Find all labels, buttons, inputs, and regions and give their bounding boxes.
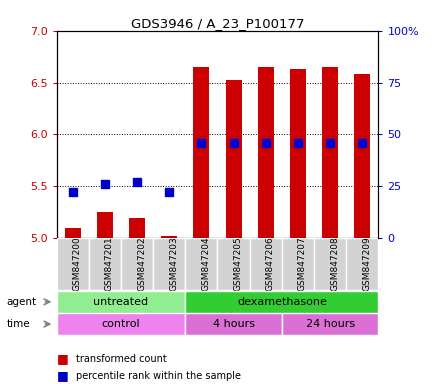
Bar xyxy=(289,69,305,238)
Text: 24 hours: 24 hours xyxy=(305,319,354,329)
Bar xyxy=(56,238,89,290)
Text: GSM847202: GSM847202 xyxy=(137,237,146,291)
Text: control: control xyxy=(102,319,140,329)
Text: GSM847208: GSM847208 xyxy=(329,237,339,291)
Text: percentile rank within the sample: percentile rank within the sample xyxy=(76,371,240,381)
Bar xyxy=(121,238,153,290)
Bar xyxy=(193,67,209,238)
Bar xyxy=(321,67,338,238)
Bar xyxy=(56,313,185,335)
Point xyxy=(326,140,333,146)
Bar xyxy=(89,238,121,290)
Bar xyxy=(281,313,378,335)
Point xyxy=(230,140,237,146)
Text: ■: ■ xyxy=(56,369,68,382)
Text: GDS3946 / A_23_P100177: GDS3946 / A_23_P100177 xyxy=(131,17,303,30)
Text: 4 hours: 4 hours xyxy=(212,319,254,329)
Point xyxy=(358,140,365,146)
Bar xyxy=(128,218,145,238)
Text: GSM847205: GSM847205 xyxy=(233,237,242,291)
Bar xyxy=(97,212,113,238)
Bar xyxy=(353,74,369,238)
Bar xyxy=(249,238,281,290)
Text: dexamethasone: dexamethasone xyxy=(237,297,326,307)
Text: GSM847201: GSM847201 xyxy=(105,237,114,291)
Bar xyxy=(65,228,81,238)
Bar xyxy=(217,238,249,290)
Text: time: time xyxy=(7,319,30,329)
Bar xyxy=(313,238,345,290)
Text: GSM847209: GSM847209 xyxy=(362,237,371,291)
Text: GSM847206: GSM847206 xyxy=(265,237,274,291)
Bar xyxy=(257,67,273,238)
Bar xyxy=(185,238,217,290)
Bar xyxy=(153,238,185,290)
Point xyxy=(294,140,301,146)
Bar xyxy=(225,81,241,238)
Text: GSM847200: GSM847200 xyxy=(72,237,82,291)
Text: GSM847204: GSM847204 xyxy=(201,237,210,291)
Point xyxy=(69,189,76,195)
Text: transformed count: transformed count xyxy=(76,354,167,364)
Bar xyxy=(185,291,378,313)
Text: GSM847203: GSM847203 xyxy=(169,237,178,291)
Point xyxy=(101,181,108,187)
Bar xyxy=(56,291,185,313)
Point xyxy=(165,189,172,195)
Bar xyxy=(345,238,378,290)
Point xyxy=(133,179,140,185)
Bar xyxy=(161,236,177,238)
Text: ■: ■ xyxy=(56,353,68,366)
Text: untreated: untreated xyxy=(93,297,148,307)
Bar xyxy=(281,238,313,290)
Text: agent: agent xyxy=(7,297,36,307)
Point xyxy=(197,140,204,146)
Text: GSM847207: GSM847207 xyxy=(297,237,306,291)
Bar xyxy=(185,313,281,335)
Point xyxy=(262,140,269,146)
